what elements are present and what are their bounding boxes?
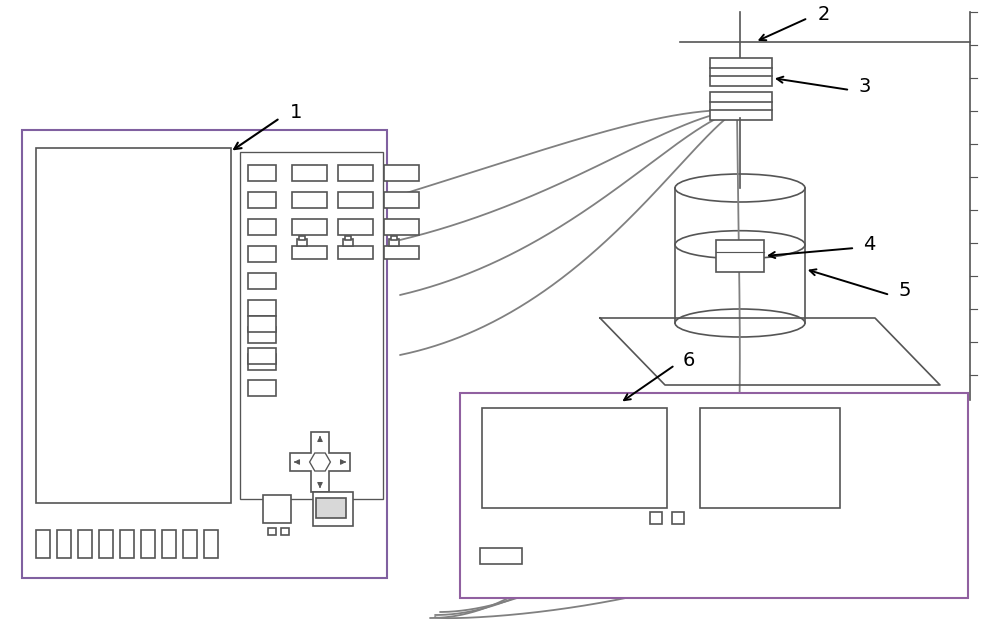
- Bar: [263, 495, 291, 523]
- Text: 4: 4: [863, 234, 875, 254]
- Bar: [248, 327, 276, 343]
- Ellipse shape: [675, 174, 805, 202]
- Bar: [248, 300, 276, 316]
- Bar: [248, 316, 276, 331]
- Bar: [78, 530, 92, 558]
- Bar: [710, 92, 772, 120]
- Bar: [120, 530, 134, 558]
- Text: 3: 3: [858, 77, 870, 97]
- Ellipse shape: [480, 548, 496, 564]
- Bar: [338, 192, 373, 208]
- Text: 1: 1: [290, 103, 302, 123]
- Ellipse shape: [705, 514, 765, 562]
- Bar: [343, 239, 353, 246]
- Bar: [345, 236, 351, 240]
- Bar: [248, 219, 276, 235]
- Bar: [391, 236, 397, 240]
- Circle shape: [571, 551, 585, 565]
- Bar: [650, 512, 662, 524]
- Bar: [482, 408, 667, 508]
- Bar: [292, 165, 327, 181]
- Bar: [204, 530, 218, 558]
- Circle shape: [749, 551, 763, 565]
- Bar: [338, 165, 373, 181]
- Bar: [460, 393, 968, 598]
- Bar: [141, 530, 155, 558]
- Ellipse shape: [675, 309, 805, 337]
- Circle shape: [648, 551, 662, 565]
- Bar: [22, 130, 387, 578]
- Bar: [36, 530, 50, 558]
- Bar: [268, 528, 276, 535]
- Ellipse shape: [830, 514, 890, 562]
- Bar: [672, 512, 684, 524]
- Polygon shape: [310, 453, 330, 471]
- Circle shape: [785, 551, 799, 565]
- Bar: [313, 492, 353, 526]
- Bar: [710, 58, 772, 86]
- Circle shape: [666, 551, 680, 565]
- Circle shape: [236, 531, 262, 557]
- Bar: [338, 246, 373, 259]
- Ellipse shape: [273, 304, 377, 400]
- Bar: [384, 246, 419, 259]
- Bar: [299, 236, 305, 240]
- Circle shape: [684, 551, 698, 565]
- Bar: [384, 219, 419, 235]
- Bar: [248, 273, 276, 289]
- Bar: [248, 192, 276, 208]
- Ellipse shape: [500, 514, 560, 562]
- Ellipse shape: [595, 514, 655, 562]
- Bar: [297, 239, 307, 246]
- Ellipse shape: [281, 312, 369, 392]
- Circle shape: [553, 551, 567, 565]
- Bar: [57, 530, 71, 558]
- Bar: [480, 548, 522, 564]
- Bar: [384, 165, 419, 181]
- Bar: [248, 354, 276, 370]
- Bar: [248, 348, 276, 364]
- Text: 5: 5: [898, 282, 910, 300]
- Bar: [248, 379, 276, 396]
- Circle shape: [256, 531, 282, 557]
- Bar: [240, 152, 383, 499]
- Bar: [292, 192, 327, 208]
- Bar: [292, 246, 327, 259]
- Bar: [716, 240, 764, 272]
- Text: 6: 6: [683, 351, 695, 371]
- Bar: [700, 408, 840, 508]
- Bar: [162, 530, 176, 558]
- Bar: [248, 246, 276, 262]
- Circle shape: [767, 551, 781, 565]
- Bar: [338, 219, 373, 235]
- Bar: [99, 530, 113, 558]
- Ellipse shape: [506, 548, 522, 564]
- Bar: [316, 498, 346, 518]
- Bar: [281, 528, 289, 535]
- Bar: [36, 148, 231, 503]
- Bar: [292, 219, 327, 235]
- Bar: [183, 530, 197, 558]
- Bar: [389, 239, 399, 246]
- Bar: [384, 192, 419, 208]
- Circle shape: [535, 551, 549, 565]
- Bar: [248, 165, 276, 181]
- Text: 2: 2: [818, 4, 830, 24]
- Polygon shape: [290, 432, 350, 492]
